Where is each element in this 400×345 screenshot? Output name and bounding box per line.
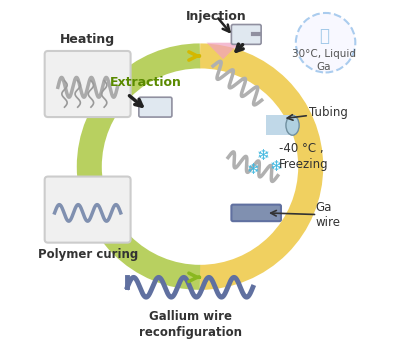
Text: Polymer curing: Polymer curing bbox=[38, 248, 138, 260]
Polygon shape bbox=[207, 43, 240, 59]
FancyBboxPatch shape bbox=[139, 97, 172, 117]
Text: 30°C, Liquid
Ga: 30°C, Liquid Ga bbox=[292, 49, 356, 72]
Text: Ga
wire: Ga wire bbox=[316, 200, 341, 228]
FancyBboxPatch shape bbox=[231, 24, 261, 45]
Text: ❄: ❄ bbox=[270, 159, 282, 174]
FancyBboxPatch shape bbox=[231, 205, 281, 221]
Text: ❄: ❄ bbox=[246, 162, 259, 177]
FancyBboxPatch shape bbox=[45, 51, 130, 117]
Ellipse shape bbox=[286, 116, 299, 135]
Circle shape bbox=[296, 13, 355, 72]
FancyBboxPatch shape bbox=[266, 116, 296, 135]
Text: Injection: Injection bbox=[186, 10, 247, 23]
Text: Extraction: Extraction bbox=[110, 76, 182, 89]
Text: Heating: Heating bbox=[60, 33, 115, 46]
Text: ❄: ❄ bbox=[256, 148, 269, 162]
Text: 💧: 💧 bbox=[319, 27, 329, 45]
Text: -40 °C ,
Freezing: -40 °C , Freezing bbox=[279, 142, 329, 171]
Text: Tubing: Tubing bbox=[309, 106, 348, 119]
Text: Gallium wire
reconfiguration: Gallium wire reconfiguration bbox=[138, 310, 242, 339]
FancyBboxPatch shape bbox=[45, 177, 130, 243]
